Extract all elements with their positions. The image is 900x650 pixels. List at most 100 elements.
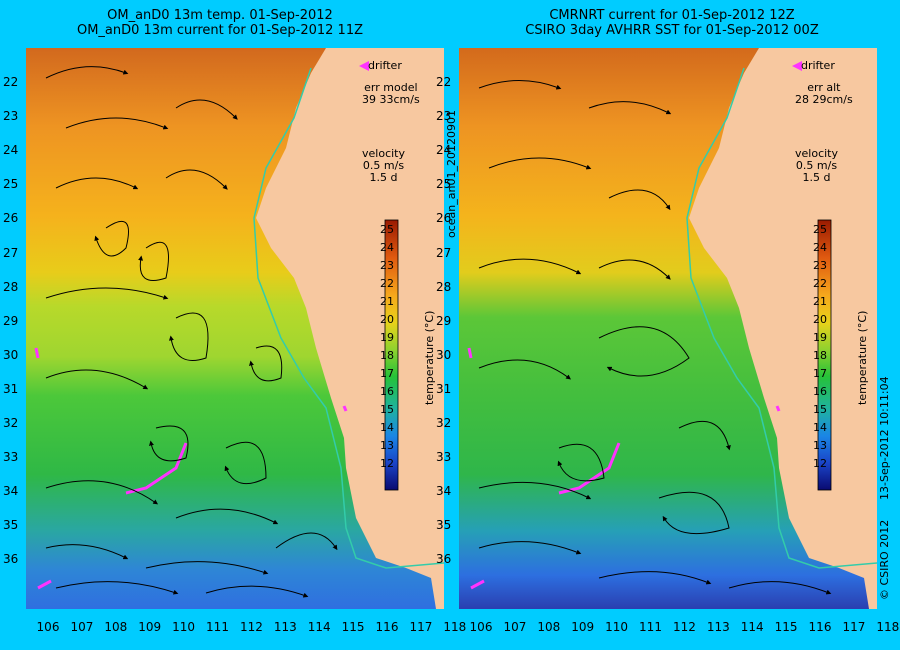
- colorbar-tick-label: 14: [813, 421, 827, 434]
- lat-tick-label: 29: [3, 313, 19, 328]
- colorbar-tick-label: 12: [380, 457, 394, 470]
- right-title-line1: CMRNRT current for 01-Sep-2012 12Z: [549, 8, 795, 23]
- right-err-box: err alt 28 29cm/s: [795, 82, 853, 106]
- velocity-duration: 1.5 d: [802, 171, 831, 184]
- lon-tick-label: 114: [740, 620, 764, 634]
- lon-tick-label: 117: [409, 620, 433, 634]
- peninsula: [284, 203, 316, 248]
- lat-tick-label: 22: [3, 75, 19, 89]
- lon-tick-label: 115: [341, 620, 365, 634]
- lat-tick-label: 36: [436, 552, 452, 567]
- drifter-legend-icon: [359, 61, 369, 71]
- colorbar-tick-label: 22: [380, 277, 394, 290]
- lon-tick-label: 111: [639, 620, 662, 634]
- left-title-line1: OM_anD0 13m temp. 01-Sep-2012: [107, 8, 333, 23]
- lon-tick-label: 109: [138, 620, 162, 634]
- right-err-value: 28 29cm/s: [795, 93, 853, 106]
- lat-tick-label: 34: [436, 484, 452, 499]
- lat-tick-label: 30: [3, 347, 19, 362]
- lon-tick-label: 110: [172, 620, 196, 634]
- lat-tick-label: 28: [436, 279, 452, 294]
- colorbar-tick-label: 14: [380, 421, 394, 434]
- lat-tick-label: 27: [436, 245, 452, 260]
- lon-tick-label: 108: [104, 620, 128, 634]
- lon-tick-label: 109: [571, 620, 595, 634]
- lat-tick-label: 34: [3, 484, 19, 499]
- colorbar-tick-label: 25: [380, 223, 394, 236]
- drifter-track: [34, 347, 40, 359]
- drifter-track: [775, 405, 781, 412]
- velocity-value: 0.5 m/s: [362, 159, 405, 172]
- lat-tick-label: 35: [436, 518, 452, 533]
- colorbar-tick-label: 21: [813, 295, 827, 308]
- lat-tick-label: 24: [436, 143, 452, 158]
- colorbar-tick-label: 15: [813, 403, 827, 416]
- lon-tick-label: 117: [842, 620, 866, 634]
- colorbar-tick-label: 12: [813, 457, 827, 470]
- colorbar-tick-label: 24: [380, 241, 394, 254]
- current-vectors: [478, 80, 832, 595]
- left-err-value: 39 33cm/s: [362, 93, 420, 106]
- lat-tick-label: 36: [3, 552, 19, 567]
- lat-tick-label: 31: [436, 381, 452, 396]
- lat-tick-label: 25: [436, 177, 452, 192]
- left-panel-title: OM_anD0 13m temp. 01-Sep-2012 OM_anD0 13…: [0, 8, 440, 38]
- lon-tick-label: 113: [273, 620, 297, 634]
- velocity-label: velocity: [362, 147, 405, 160]
- lat-tick-label: 26: [3, 211, 19, 226]
- lon-tick-label: 112: [239, 620, 263, 634]
- lat-tick-label: 33: [436, 450, 452, 465]
- colorbar-tick-label: 22: [813, 277, 827, 290]
- lon-tick-label: 113: [706, 620, 730, 634]
- lon-tick-label: 115: [774, 620, 798, 634]
- coast-track: [686, 67, 877, 569]
- drifter-track: [470, 579, 485, 590]
- lat-tick-label: 33: [3, 450, 19, 465]
- colorbar-tick-label: 13: [380, 439, 394, 452]
- lon-tick-label: 112: [672, 620, 696, 634]
- drifter-track: [342, 405, 348, 412]
- lon-tick-label: 118: [876, 620, 900, 634]
- colorbar-tick-label: 13: [813, 439, 827, 452]
- colorbar-tick-label: 23: [813, 259, 827, 272]
- drifter-track: [558, 442, 621, 495]
- left-velocity-legend: velocity 0.5 m/s 1.5 d: [362, 148, 405, 184]
- colorbar-tick-label: 16: [813, 385, 827, 398]
- colorbar-tick-label: 23: [380, 259, 394, 272]
- left-err-label: err model: [364, 81, 418, 94]
- lon-tick-label: 116: [375, 620, 399, 634]
- colorbar-tick-label: 17: [380, 367, 394, 380]
- colorbar-tick-label: 15: [380, 403, 394, 416]
- lon-tick-label: 106: [469, 620, 493, 634]
- coast-track: [253, 67, 444, 569]
- colorbar-tick-label: 18: [813, 349, 827, 362]
- drifter-track: [125, 442, 188, 495]
- colorbar: [817, 219, 832, 491]
- colorbar-tick-label: 17: [813, 367, 827, 380]
- colorbar-tick-label: 21: [380, 295, 394, 308]
- lat-tick-label: 27: [3, 245, 19, 260]
- left-map-svg: [26, 48, 444, 609]
- left-title-line2: OM_anD0 13m current for 01-Sep-2012 11Z: [76, 23, 364, 38]
- lon-tick-label: 118: [443, 620, 467, 634]
- colorbar: [384, 219, 399, 491]
- lat-tick-label: 32: [3, 416, 19, 430]
- right-panel-title: CMRNRT current for 01-Sep-2012 12Z CSIRO…: [452, 8, 892, 38]
- lon-tick-label: 108: [537, 620, 561, 634]
- lat-tick-label: 26: [436, 211, 452, 226]
- left-map-panel: [26, 48, 444, 609]
- lat-tick-label: 28: [3, 279, 19, 294]
- lat-tick-label: 25: [3, 177, 19, 192]
- left-colorbar-title: temperature (°C): [423, 310, 436, 405]
- lat-tick-label: 23: [436, 109, 452, 124]
- right-err-label: err alt: [807, 81, 841, 94]
- colorbar-tick-label: 24: [813, 241, 827, 254]
- colorbar-tick-label: 20: [813, 313, 827, 326]
- lon-tick-label: 106: [36, 620, 60, 634]
- lon-tick-label: 116: [808, 620, 832, 634]
- velocity-value: 0.5 m/s: [795, 159, 838, 172]
- lon-tick-label: 107: [70, 620, 94, 634]
- velocity-label: velocity: [795, 147, 838, 160]
- right-map-panel: [459, 48, 877, 609]
- left-err-box: err model 39 33cm/s: [362, 82, 420, 106]
